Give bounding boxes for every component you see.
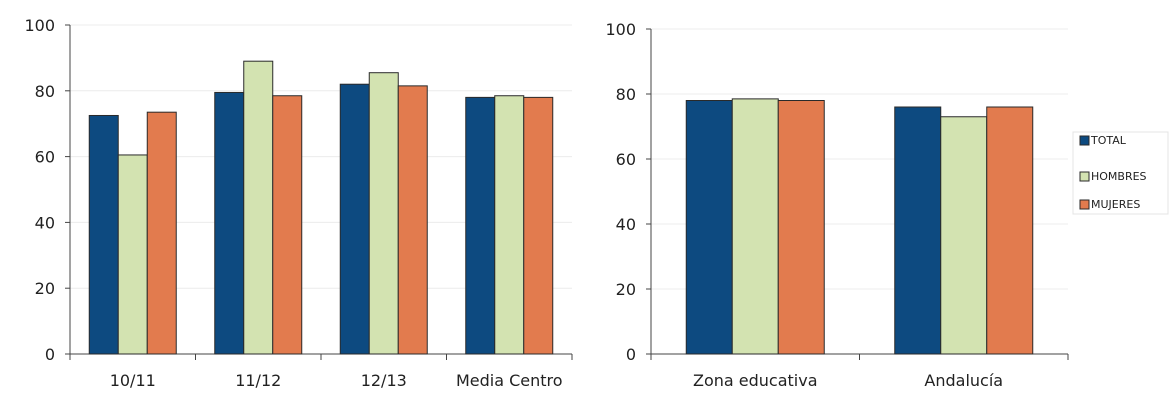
legend-label-total: TOTAL [1090, 134, 1127, 147]
x-tick-label-12-13: 12/13 [361, 371, 407, 390]
legend: TOTAL HOMBRES MUJERES [1072, 131, 1169, 215]
y-tick-label-20: 20 [616, 280, 636, 299]
bar-10-11-mujeres [146, 111, 177, 355]
y-tick-label-0: 0 [626, 345, 636, 364]
y-tick-label-80: 80 [616, 85, 636, 104]
bar-10-11-hombres [117, 154, 148, 355]
chart-student-years: 0 20 40 60 80 100 10/11 11/12 12/13 Media Centro [24, 16, 573, 390]
x-tick-label-andalucia: Andalucía [924, 371, 1003, 390]
bar-11-12-mujeres [272, 95, 303, 355]
y-tick-label-100: 100 [605, 20, 636, 39]
bar-media-centro-mujeres [523, 96, 554, 355]
bar-media-centro-hombres [494, 95, 525, 355]
bar-11-12-hombres [243, 60, 274, 355]
bar-zona-educativa-mujeres [777, 100, 825, 355]
bar-12-13-total [339, 83, 370, 355]
y-tick-label-0: 0 [45, 345, 55, 364]
y-tick-label-100: 100 [24, 16, 55, 35]
x-tick-label-zona-educativa: Zona educativa [693, 371, 818, 390]
bar-12-13-mujeres [397, 85, 428, 355]
bar-andalucia-total [894, 106, 942, 355]
y-tick-label-60: 60 [616, 150, 636, 169]
x-tick-label-11-12: 11/12 [235, 371, 281, 390]
bar-media-centro-total [465, 96, 496, 355]
y-tick-label-60: 60 [35, 148, 55, 167]
bar-10-11-total [88, 114, 119, 355]
x-tick-label-10-11: 10/11 [110, 371, 156, 390]
chart-regional-comparison: 0 20 40 60 80 100 Zona educativa Andalucía [605, 20, 1069, 390]
bar-zona-educativa-total [685, 100, 733, 355]
legend-swatch-mujeres [1079, 199, 1090, 210]
bar-andalucia-mujeres [986, 106, 1034, 355]
legend-label-mujeres: MUJERES [1091, 198, 1140, 211]
y-tick-label-40: 40 [35, 213, 55, 232]
bar-zona-educativa-hombres [731, 98, 779, 355]
y-tick-label-40: 40 [616, 215, 636, 234]
x-tick-label-media-centro: Media Centro [456, 371, 563, 390]
y-tick-label-80: 80 [35, 82, 55, 101]
bar-12-13-hombres [368, 72, 399, 355]
bar-11-12-total [214, 91, 245, 355]
legend-swatch-total [1079, 135, 1090, 146]
y-tick-label-20: 20 [35, 279, 55, 298]
bar-andalucia-hombres [940, 116, 988, 355]
legend-label-hombres: HOMBRES [1091, 170, 1147, 183]
legend-swatch-hombres [1079, 171, 1090, 182]
